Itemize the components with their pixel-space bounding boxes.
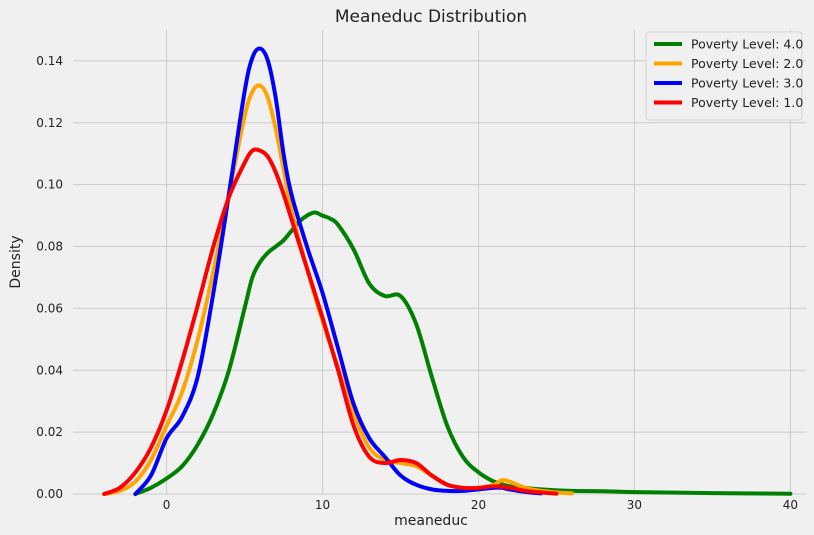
x-tick-label: 10 (315, 498, 330, 512)
x-tick-label: 0 (163, 498, 171, 512)
legend: Poverty Level: 4.0 Poverty Level: 2.0 Pove… (645, 31, 803, 121)
legend-label: Poverty Level: 3.0 (691, 76, 803, 91)
x-tick-label: 20 (471, 498, 486, 512)
series-line-4 (102, 147, 559, 496)
legend-box (645, 31, 803, 121)
y-tick-label: 0.04 (36, 363, 63, 377)
y-tick-label: 0.08 (36, 240, 63, 254)
chart-title: Meaneduc Distribution (335, 7, 527, 27)
y-tick-label: 0.06 (36, 301, 63, 315)
legend-label: Poverty Level: 4.0 (691, 37, 803, 52)
legend-label: Poverty Level: 1.0 (691, 95, 803, 110)
y-tick-label: 0.00 (36, 487, 63, 501)
y-tick-label: 0.14 (36, 54, 63, 68)
legend-label: Poverty Level: 2.0 (691, 56, 803, 71)
series-lines (102, 46, 793, 496)
x-tick-label: 40 (783, 498, 798, 512)
y-tick-label: 0.12 (36, 116, 63, 130)
x-axis-label: meaneduc (394, 513, 468, 529)
x-tick-label: 30 (627, 498, 642, 512)
y-tick-label: 0.10 (36, 178, 63, 192)
y-axis-label: Density (8, 235, 24, 288)
tick-labels: 0 10 20 30 40 0.00 0.02 0.04 0.06 0.08 0.10 0.12 0.1… (36, 54, 798, 512)
y-tick-label: 0.02 (36, 425, 63, 439)
